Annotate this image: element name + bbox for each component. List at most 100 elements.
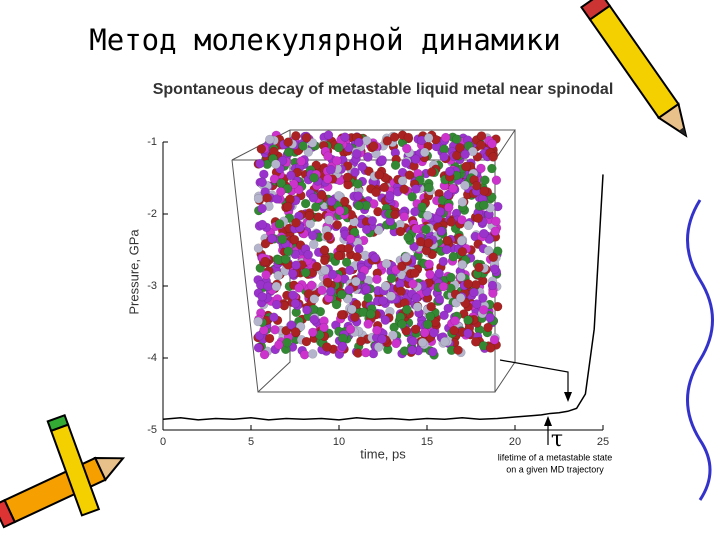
atom: [399, 184, 410, 195]
atom: [428, 347, 438, 357]
atom: [319, 322, 329, 333]
atom: [372, 274, 382, 285]
atom: [313, 212, 324, 222]
atom: [476, 131, 487, 141]
box-frame: [231, 129, 516, 393]
y-tick-label: -1: [147, 136, 157, 148]
atom: [265, 134, 275, 145]
atom: [299, 349, 310, 360]
atom: [491, 216, 501, 227]
atom: [323, 231, 333, 242]
atom: [277, 234, 288, 245]
atom: [417, 337, 428, 348]
atom: [399, 211, 410, 222]
md-snapshot: [231, 129, 516, 393]
atom: [374, 170, 384, 180]
atom: [344, 265, 355, 276]
atom: [283, 137, 293, 147]
atom: [290, 298, 301, 309]
atom: [429, 328, 439, 338]
atom: [326, 196, 337, 207]
atom: [411, 293, 422, 303]
atom: [440, 132, 451, 143]
atom: [301, 336, 312, 347]
atom: [336, 310, 347, 320]
atom: [332, 220, 343, 230]
atom: [373, 225, 384, 235]
atom: [417, 202, 427, 212]
atom: [317, 285, 327, 296]
atom: [306, 280, 317, 291]
atom: [396, 286, 406, 297]
atom: [457, 259, 468, 270]
atom: [415, 236, 426, 247]
atom: [271, 159, 281, 169]
y-tick-label: -3: [147, 280, 157, 292]
atom: [316, 190, 327, 200]
atom: [260, 256, 270, 267]
atom: [308, 239, 319, 250]
arrowhead: [544, 416, 552, 426]
atom: [253, 316, 263, 327]
atom: [267, 233, 277, 244]
atom: [390, 209, 400, 220]
atom: [489, 335, 500, 345]
atom: [439, 310, 449, 321]
atom: [488, 152, 498, 162]
atom: [300, 198, 311, 209]
atom: [438, 281, 449, 292]
atom: [463, 220, 474, 231]
atom: [257, 203, 267, 214]
atom: [442, 235, 453, 246]
atom: [368, 141, 379, 151]
atom: [426, 301, 436, 312]
atom: [461, 161, 471, 172]
atom: [343, 243, 354, 254]
atom: [308, 230, 318, 241]
atom: [347, 304, 357, 315]
atom: [331, 299, 342, 310]
atom: [444, 202, 454, 213]
atom: [419, 147, 430, 158]
atom: [356, 336, 366, 346]
atom: [361, 224, 372, 235]
atom: [312, 261, 322, 272]
atom: [390, 160, 401, 170]
x-tick-label: 20: [509, 436, 521, 448]
atom: [363, 319, 373, 329]
atom: [483, 322, 493, 333]
atom: [342, 172, 353, 182]
atom: [490, 226, 501, 237]
atom: [354, 137, 364, 148]
atom: [457, 246, 468, 257]
atom: [272, 194, 282, 204]
atom: [350, 167, 360, 177]
atom: [280, 254, 291, 265]
atom: [262, 193, 272, 203]
atom: [283, 147, 294, 157]
atom: [469, 287, 479, 298]
atom: [271, 281, 282, 292]
atom: [451, 134, 462, 144]
atom: [382, 136, 393, 146]
atom: [320, 265, 330, 276]
atom: [422, 319, 433, 330]
atom: [294, 283, 304, 293]
atom: [401, 158, 411, 168]
atom: [253, 193, 264, 204]
tau-label: τ: [551, 427, 563, 452]
atom: [357, 161, 367, 172]
atom: [427, 167, 437, 177]
atom: [345, 324, 356, 335]
atom: [463, 328, 473, 339]
atom: [274, 219, 285, 229]
atom: [479, 200, 489, 210]
x-tick-label: 25: [597, 436, 609, 448]
atom: [363, 152, 373, 162]
atom: [303, 249, 314, 260]
atom: [404, 170, 415, 180]
line: [162, 174, 604, 421]
atom: [257, 219, 268, 230]
y-axis-label: Pressure, GPa: [126, 229, 141, 315]
